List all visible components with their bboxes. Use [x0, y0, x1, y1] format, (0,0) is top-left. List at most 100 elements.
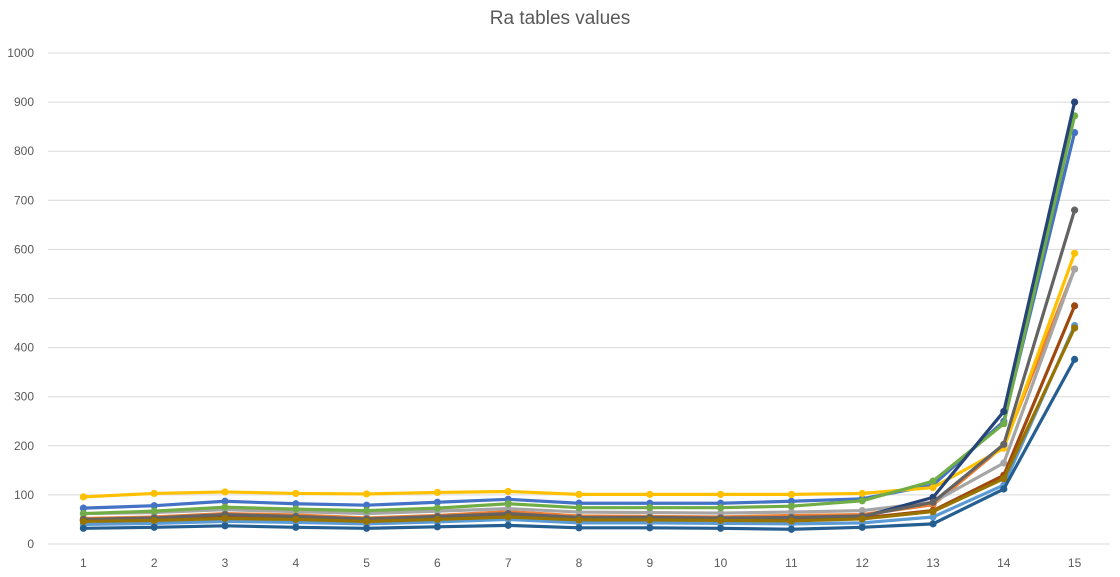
data-point [292, 500, 300, 508]
series-1 [79, 128, 1079, 512]
x-tick-label: 9 [646, 556, 653, 570]
x-tick-label: 8 [576, 556, 583, 570]
x-tick-label: 14 [997, 556, 1011, 570]
series-7 [79, 98, 1079, 524]
x-axis-ticks: 1 2 3 4 5 6 7 8 9 10 11 12 13 14 15 [80, 556, 1082, 570]
series-3 [79, 265, 1079, 518]
series-6 [79, 112, 1079, 518]
data-point [787, 502, 796, 510]
x-tick-label: 5 [363, 556, 370, 570]
data-point [858, 497, 866, 505]
data-point [150, 489, 158, 498]
y-tick-label: 300 [14, 390, 34, 404]
data-point [433, 504, 441, 512]
data-point [1000, 440, 1008, 448]
data-point [1071, 265, 1079, 273]
data-point [717, 490, 725, 499]
data-point [787, 490, 796, 499]
data-point [929, 520, 937, 528]
data-point [646, 524, 654, 532]
data-point [787, 525, 796, 533]
gridlines [48, 52, 1110, 545]
x-tick-label: 3 [222, 556, 229, 570]
data-point [1071, 355, 1079, 363]
data-point [646, 516, 654, 524]
x-tick-label: 10 [714, 556, 728, 570]
data-point [504, 500, 512, 508]
data-point [221, 503, 229, 511]
data-point [575, 504, 583, 512]
data-point [433, 488, 441, 497]
data-point [787, 517, 796, 525]
data-point [150, 516, 158, 525]
data-point [575, 524, 583, 532]
data-point [929, 498, 937, 506]
y-tick-label: 600 [14, 242, 34, 256]
data-point [575, 490, 583, 499]
data-point [292, 505, 300, 513]
data-point [1000, 420, 1008, 428]
data-point [858, 507, 866, 515]
data-point [646, 504, 654, 512]
data-point [292, 489, 300, 498]
series-line [81, 267, 1077, 521]
data-point [646, 490, 654, 499]
series-11 [79, 355, 1079, 533]
data-point [363, 507, 371, 515]
data-point [504, 521, 512, 529]
y-tick-label: 1000 [7, 46, 34, 60]
data-point [221, 522, 229, 530]
data-point [504, 487, 512, 496]
data-point [858, 523, 866, 531]
data-point [1000, 485, 1008, 493]
data-point [363, 501, 371, 509]
y-tick-label: 0 [27, 537, 34, 551]
data-point [363, 490, 371, 498]
data-point [717, 516, 725, 525]
data-point [1071, 249, 1079, 257]
data-point [221, 497, 229, 505]
x-tick-label: 11 [785, 556, 798, 570]
series-line [81, 114, 1077, 516]
x-tick-label: 4 [292, 556, 299, 570]
data-point [504, 513, 512, 521]
data-point [433, 515, 441, 524]
data-point [1071, 98, 1079, 106]
y-tick-label: 500 [14, 292, 34, 306]
data-point [575, 516, 583, 524]
x-tick-label: 12 [856, 556, 870, 570]
x-tick-label: 2 [151, 556, 158, 570]
series-4 [79, 249, 1079, 501]
data-point [79, 504, 87, 512]
data-point [1000, 407, 1008, 416]
data-point [221, 488, 229, 496]
data-point [292, 515, 300, 524]
y-tick-label: 800 [14, 144, 34, 158]
data-point [1071, 324, 1079, 332]
data-point [858, 515, 866, 523]
data-point [363, 524, 371, 532]
data-point [1071, 206, 1079, 214]
x-tick-label: 6 [434, 556, 441, 570]
data-point [79, 517, 87, 526]
data-point [150, 502, 158, 510]
x-tick-label: 1 [80, 556, 87, 570]
y-tick-label: 100 [14, 488, 34, 502]
data-point [858, 489, 866, 498]
series-9 [79, 206, 1079, 524]
data-point [787, 508, 796, 516]
data-point [150, 523, 158, 531]
series-10 [79, 324, 1079, 526]
x-tick-label: 13 [926, 556, 940, 570]
series-line [81, 100, 1077, 522]
data-point [79, 509, 87, 518]
data-point [1000, 459, 1008, 467]
data-point [717, 504, 725, 512]
data-point [363, 517, 371, 526]
data-point [929, 513, 937, 521]
data-point [433, 523, 441, 531]
y-tick-label: 400 [14, 341, 34, 355]
series-line [81, 267, 1077, 516]
